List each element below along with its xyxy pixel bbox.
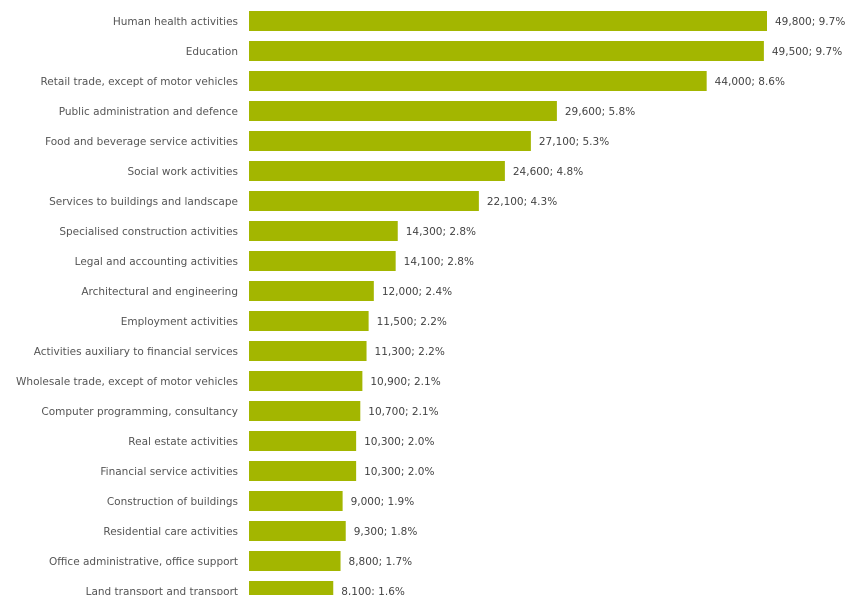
value-label: 10,900; 2.1% bbox=[370, 376, 440, 388]
value-label: 12,000; 2.4% bbox=[382, 286, 452, 298]
bar bbox=[249, 11, 767, 31]
category-label: Real estate activities bbox=[128, 436, 238, 448]
value-label: 9,000; 1.9% bbox=[351, 496, 415, 508]
bar bbox=[249, 311, 369, 331]
category-label: Services to buildings and landscape bbox=[49, 196, 238, 208]
bar bbox=[249, 521, 346, 541]
category-label: Activities auxiliary to financial servic… bbox=[34, 346, 238, 358]
bar bbox=[249, 41, 764, 61]
value-label: 27,100; 5.3% bbox=[539, 136, 609, 148]
chart-rows: Human health activities 49,800; 9.7% Educa… bbox=[16, 11, 845, 595]
value-label: 8,100; 1.6% bbox=[341, 586, 405, 595]
bar bbox=[249, 581, 334, 595]
category-label: Office administrative, office support bbox=[49, 556, 238, 568]
category-label: Land transport and transport bbox=[86, 586, 238, 595]
category-label: Construction of buildings bbox=[107, 496, 238, 508]
bar bbox=[249, 191, 479, 211]
value-label: 11,300; 2.2% bbox=[375, 346, 445, 358]
category-label: Human health activities bbox=[113, 16, 238, 28]
bar bbox=[249, 161, 505, 181]
value-label: 10,300; 2.0% bbox=[364, 466, 434, 478]
value-label: 10,700; 2.1% bbox=[368, 406, 438, 418]
category-label: Public administration and defence bbox=[59, 106, 238, 118]
bar bbox=[249, 461, 357, 481]
value-label: 29,600; 5.8% bbox=[565, 106, 635, 118]
category-label: Wholesale trade, except of motor vehicle… bbox=[16, 376, 238, 388]
value-label: 49,500; 9.7% bbox=[772, 46, 842, 58]
value-label: 10,300; 2.0% bbox=[364, 436, 434, 448]
value-label: 9,300; 1.8% bbox=[354, 526, 418, 538]
value-label: 8,800; 1.7% bbox=[349, 556, 413, 568]
bar bbox=[249, 101, 557, 121]
bar bbox=[249, 491, 343, 511]
value-label: 49,800; 9.7% bbox=[775, 16, 845, 28]
bar bbox=[249, 401, 361, 421]
bar bbox=[249, 341, 367, 361]
value-label: 14,300; 2.8% bbox=[406, 226, 476, 238]
bar bbox=[249, 251, 396, 271]
bar bbox=[249, 131, 531, 151]
category-label: Architectural and engineering bbox=[81, 286, 238, 298]
bar bbox=[249, 221, 398, 241]
category-label: Social work activities bbox=[127, 166, 238, 178]
category-label: Specialised construction activities bbox=[59, 226, 238, 238]
value-label: 24,600; 4.8% bbox=[513, 166, 583, 178]
value-label: 11,500; 2.2% bbox=[377, 316, 447, 328]
category-label: Food and beverage service activities bbox=[45, 136, 238, 148]
value-label: 22,100; 4.3% bbox=[487, 196, 557, 208]
bar bbox=[249, 281, 374, 301]
category-label: Legal and accounting activities bbox=[75, 256, 238, 268]
value-label: 14,100; 2.8% bbox=[404, 256, 474, 268]
value-label: 44,000; 8.6% bbox=[715, 76, 785, 88]
category-label: Computer programming, consultancy bbox=[41, 406, 238, 418]
category-label: Education bbox=[186, 46, 238, 58]
bar bbox=[249, 371, 363, 391]
category-label: Employment activities bbox=[121, 316, 238, 328]
category-label: Residential care activities bbox=[103, 526, 238, 538]
category-label: Financial service activities bbox=[100, 466, 238, 478]
bar bbox=[249, 551, 341, 571]
bar bbox=[249, 431, 357, 451]
category-label: Retail trade, except of motor vehicles bbox=[40, 76, 238, 88]
bar bbox=[249, 71, 707, 91]
